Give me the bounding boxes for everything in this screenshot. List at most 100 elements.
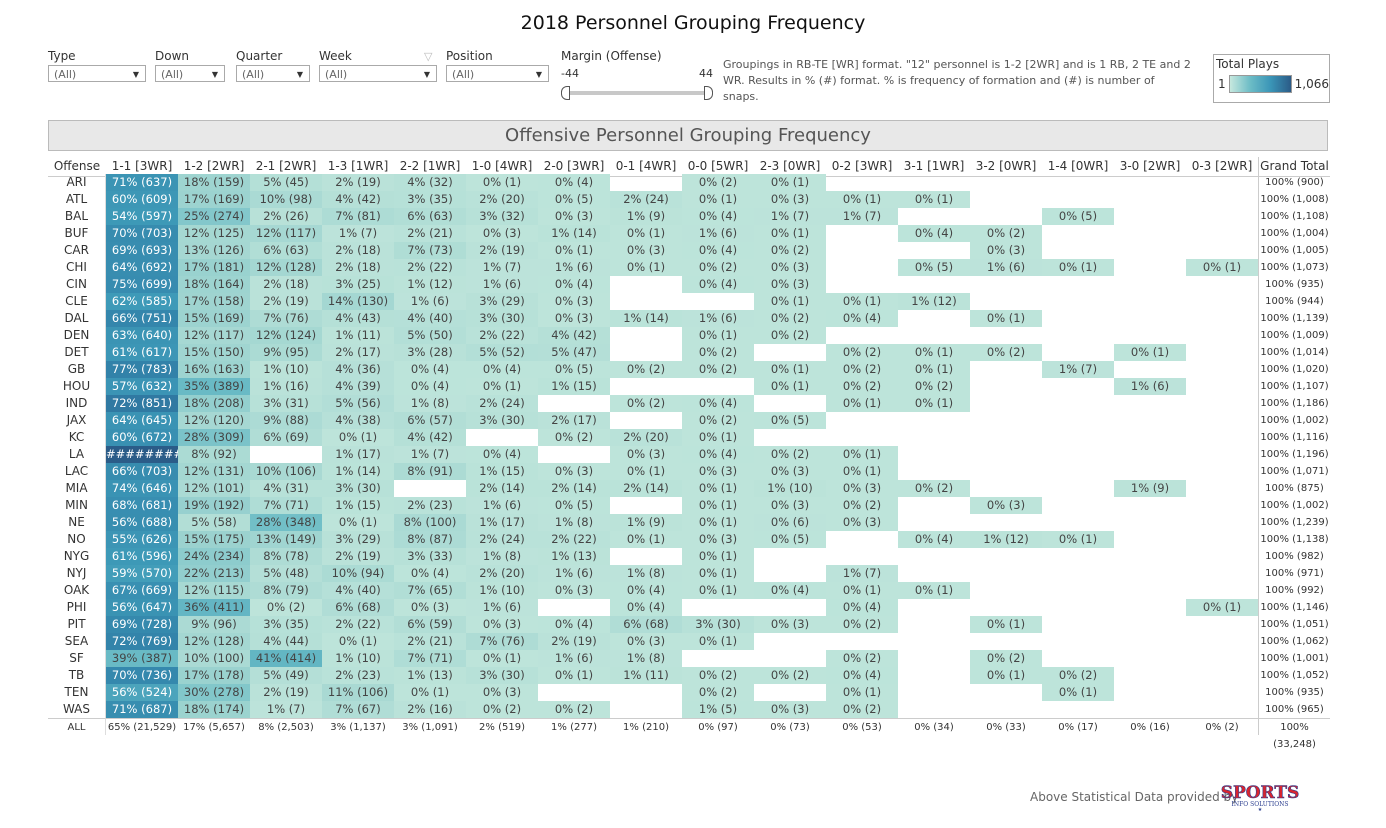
heat-cell[interactable]: 3% (31): [250, 395, 322, 412]
heat-cell[interactable]: 0% (3): [754, 259, 826, 276]
heat-cell[interactable]: 0% (1): [898, 361, 970, 378]
heat-cell[interactable]: 1% (13): [538, 548, 610, 565]
heat-cell[interactable]: 1% (15): [466, 463, 538, 480]
heat-cell[interactable]: 6% (57): [394, 412, 466, 429]
heat-cell[interactable]: 0% (3): [754, 276, 826, 293]
heat-cell[interactable]: 0% (3): [754, 616, 826, 633]
heat-cell[interactable]: 61% (596): [106, 548, 178, 565]
heat-cell[interactable]: 1% (6): [538, 259, 610, 276]
heat-cell[interactable]: 1% (6): [970, 259, 1042, 276]
heat-cell[interactable]: 0% (4): [682, 276, 754, 293]
heat-cell[interactable]: 0% (1): [610, 531, 682, 548]
heat-cell[interactable]: 1% (8): [466, 548, 538, 565]
heat-cell[interactable]: 0% (4): [466, 361, 538, 378]
heat-cell[interactable]: 3% (35): [394, 191, 466, 208]
heat-cell[interactable]: 0% (3): [466, 225, 538, 242]
heat-cell[interactable]: 2% (22): [322, 616, 394, 633]
heat-cell[interactable]: 0% (2): [682, 684, 754, 701]
heat-cell[interactable]: 0% (3): [466, 684, 538, 701]
heat-cell[interactable]: 0% (1): [610, 225, 682, 242]
heat-cell[interactable]: 1% (7): [322, 225, 394, 242]
heat-cell[interactable]: 0% (5): [538, 361, 610, 378]
heat-cell[interactable]: 13% (149): [250, 531, 322, 548]
heat-cell[interactable]: 0% (2): [826, 701, 898, 718]
column-header[interactable]: 0-1 [4WR]: [610, 157, 682, 177]
heat-cell[interactable]: 0% (1): [826, 684, 898, 701]
heat-cell[interactable]: 75% (699): [106, 276, 178, 293]
heat-cell[interactable]: 9% (96): [178, 616, 250, 633]
heat-cell[interactable]: 4% (42): [322, 191, 394, 208]
heat-cell[interactable]: 54% (597): [106, 208, 178, 225]
heat-cell[interactable]: 6% (63): [250, 242, 322, 259]
heat-cell[interactable]: 1% (12): [970, 531, 1042, 548]
heat-cell[interactable]: 1% (6): [466, 599, 538, 616]
heat-cell[interactable]: 0% (1): [1042, 684, 1114, 701]
column-header[interactable]: 3-2 [0WR]: [970, 157, 1042, 177]
heat-cell[interactable]: 0% (2): [610, 395, 682, 412]
heat-cell[interactable]: 0% (4): [610, 582, 682, 599]
heat-cell[interactable]: 2% (19): [250, 293, 322, 310]
heat-cell[interactable]: 17% (181): [178, 259, 250, 276]
heat-cell[interactable]: 0% (1): [1186, 599, 1258, 616]
heat-cell[interactable]: 2% (18): [250, 276, 322, 293]
heat-cell[interactable]: 0% (2): [682, 174, 754, 191]
heat-cell[interactable]: 3% (29): [466, 293, 538, 310]
heat-cell[interactable]: 17% (178): [178, 667, 250, 684]
heat-cell[interactable]: 1% (9): [610, 208, 682, 225]
down-filter-select[interactable]: (All) ▼: [155, 65, 225, 82]
heat-cell[interactable]: 0% (3): [970, 242, 1042, 259]
heat-cell[interactable]: 0% (2): [754, 327, 826, 344]
heat-cell[interactable]: 1% (9): [610, 514, 682, 531]
heat-cell[interactable]: 0% (1): [682, 548, 754, 565]
heat-cell[interactable]: 8% (79): [250, 582, 322, 599]
heat-cell[interactable]: 0% (2): [1042, 667, 1114, 684]
heat-cell[interactable]: 2% (19): [250, 684, 322, 701]
heat-cell[interactable]: 18% (159): [178, 174, 250, 191]
heat-cell[interactable]: 3% (33): [394, 548, 466, 565]
heat-cell[interactable]: 56% (524): [106, 684, 178, 701]
heat-cell[interactable]: 0% (1): [394, 684, 466, 701]
week-filter[interactable]: Week (All) ▼: [319, 49, 437, 82]
heat-cell[interactable]: 0% (1): [466, 378, 538, 395]
heat-cell[interactable]: 19% (192): [178, 497, 250, 514]
heat-cell[interactable]: 0% (1): [682, 565, 754, 582]
heat-cell[interactable]: 66% (703): [106, 463, 178, 480]
quarter-filter-select[interactable]: (All) ▼: [236, 65, 310, 82]
heat-cell[interactable]: 0% (1): [826, 446, 898, 463]
heat-cell[interactable]: 56% (688): [106, 514, 178, 531]
heat-cell[interactable]: 0% (1): [970, 616, 1042, 633]
heat-cell[interactable]: 2% (17): [322, 344, 394, 361]
heat-cell[interactable]: 0% (1): [682, 497, 754, 514]
heat-cell[interactable]: 6% (69): [250, 429, 322, 446]
heat-cell[interactable]: 0% (3): [682, 463, 754, 480]
heat-cell[interactable]: 0% (4): [682, 208, 754, 225]
heat-cell[interactable]: 0% (2): [250, 599, 322, 616]
heat-cell[interactable]: 68% (681): [106, 497, 178, 514]
heat-cell[interactable]: 1% (12): [394, 276, 466, 293]
heat-cell[interactable]: 0% (2): [970, 225, 1042, 242]
heat-cell[interactable]: 6% (59): [394, 616, 466, 633]
heat-cell[interactable]: 7% (71): [250, 497, 322, 514]
heat-cell[interactable]: 3% (32): [466, 208, 538, 225]
heat-cell[interactable]: 0% (3): [538, 582, 610, 599]
heat-cell[interactable]: 0% (1): [754, 378, 826, 395]
heat-cell[interactable]: 0% (1): [754, 293, 826, 310]
heat-cell[interactable]: 4% (31): [250, 480, 322, 497]
heat-cell[interactable]: 0% (2): [898, 378, 970, 395]
heat-cell[interactable]: 1% (17): [322, 446, 394, 463]
heat-cell[interactable]: 2% (14): [610, 480, 682, 497]
heat-cell[interactable]: 1% (7): [754, 208, 826, 225]
heat-cell[interactable]: 0% (2): [466, 701, 538, 718]
heat-cell[interactable]: 4% (39): [322, 378, 394, 395]
heat-cell[interactable]: 1% (6): [466, 497, 538, 514]
heat-cell[interactable]: 6% (68): [322, 599, 394, 616]
heat-cell[interactable]: 2% (19): [466, 242, 538, 259]
slider-min-handle[interactable]: [561, 86, 570, 100]
heat-cell[interactable]: 1% (7): [394, 446, 466, 463]
heat-cell[interactable]: 0% (4): [394, 378, 466, 395]
heat-cell[interactable]: 1% (7): [826, 565, 898, 582]
heat-cell[interactable]: 2% (16): [394, 701, 466, 718]
heat-cell[interactable]: 1% (15): [538, 378, 610, 395]
heat-cell[interactable]: 12% (101): [178, 480, 250, 497]
heat-cell[interactable]: 0% (3): [754, 463, 826, 480]
